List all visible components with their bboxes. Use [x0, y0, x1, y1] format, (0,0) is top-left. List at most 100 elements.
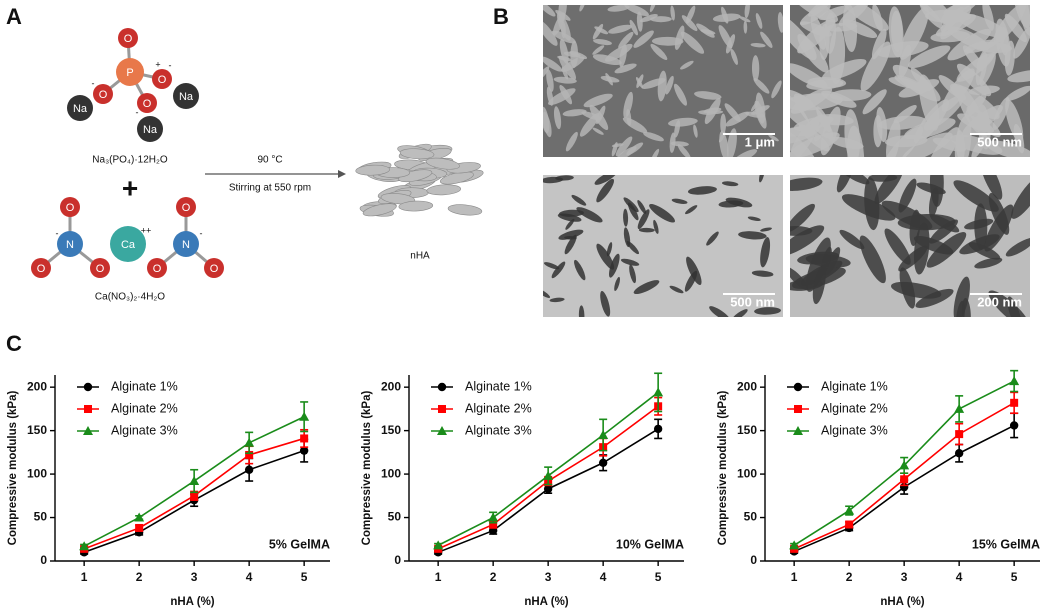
y-tick-label: 0 [40, 553, 47, 567]
y-axis-label: Compressive modulus (kPa) [361, 391, 373, 546]
x-tick-label: 2 [846, 570, 853, 584]
charge-label: - [200, 228, 203, 238]
particle [543, 111, 552, 138]
micrograph: 1 μm [543, 5, 783, 157]
particle [674, 120, 681, 138]
particle [898, 178, 917, 213]
particle [959, 234, 1000, 255]
marker [543, 484, 553, 494]
x-axis-label: nHA (%) [880, 596, 924, 608]
particle [553, 106, 562, 130]
particle [693, 124, 698, 138]
particle [953, 180, 999, 212]
nanorod [399, 148, 435, 160]
atom [204, 258, 224, 278]
charge-label: ++ [141, 225, 152, 235]
x-tick-label: 1 [435, 570, 442, 584]
plus-sign: + [122, 172, 138, 203]
particle [1005, 99, 1024, 143]
marker [653, 424, 663, 434]
x-tick-label: 1 [791, 570, 798, 584]
atom-label: N [182, 239, 190, 251]
particle [881, 200, 933, 230]
particle [650, 16, 672, 23]
atom [90, 258, 110, 278]
particle [650, 43, 668, 61]
atom-label: O [153, 263, 162, 275]
particle [916, 182, 946, 195]
particle [552, 12, 566, 36]
marker [653, 387, 664, 397]
marker [793, 426, 803, 435]
particle [841, 5, 889, 31]
particle [751, 55, 760, 82]
particle [680, 31, 705, 54]
particle [964, 93, 987, 118]
particle [700, 29, 716, 35]
nanorod [362, 203, 397, 217]
particle [731, 309, 748, 317]
particle [605, 72, 613, 86]
particle [712, 13, 741, 22]
x-tick-label: 3 [545, 570, 552, 584]
atom [173, 231, 199, 257]
charge-label: - [169, 60, 172, 70]
particle [553, 76, 577, 84]
particle [1013, 27, 1030, 59]
particle [637, 209, 650, 230]
particle [593, 39, 612, 46]
x-tick-label: 4 [246, 570, 253, 584]
particle [721, 181, 739, 187]
y-tick-label: 150 [381, 423, 401, 437]
particle [979, 52, 996, 87]
particle [790, 128, 817, 157]
particle [623, 208, 629, 227]
particle [592, 45, 605, 55]
nanorod [398, 200, 434, 212]
particle [753, 77, 770, 94]
particle [747, 216, 761, 222]
particle [754, 307, 781, 315]
particle [950, 134, 1003, 155]
particle [805, 254, 851, 268]
marker [300, 434, 309, 443]
marker [189, 476, 200, 486]
y-tick-label: 200 [381, 379, 401, 393]
particle [546, 69, 554, 92]
particle [864, 177, 880, 231]
product-label: nHA [410, 251, 430, 262]
x-tick-label: 2 [136, 570, 143, 584]
particle [694, 91, 722, 100]
particle [637, 200, 647, 214]
particle [709, 306, 731, 317]
particle [649, 5, 657, 13]
annotation: 10% GelMA [616, 537, 684, 551]
particle [844, 109, 861, 157]
particle [732, 149, 758, 157]
particle [799, 5, 831, 26]
particle [614, 63, 637, 74]
marker [190, 491, 199, 500]
legend-label: Alginate 1% [821, 379, 888, 393]
particle [888, 6, 904, 58]
particles [790, 175, 1030, 317]
nanorod [355, 164, 390, 176]
particle [596, 178, 615, 203]
marker [79, 541, 90, 551]
particle [790, 203, 815, 233]
particle [558, 55, 577, 80]
charge-label: - [56, 228, 59, 238]
particle [790, 226, 813, 236]
y-tick-label: 100 [381, 466, 401, 480]
particle [551, 261, 566, 279]
x-tick-label: 4 [956, 570, 963, 584]
particle [670, 5, 675, 21]
particle [606, 242, 613, 257]
particle [611, 143, 624, 148]
marker [83, 426, 93, 435]
particle [818, 5, 849, 21]
x-tick-label: 4 [600, 570, 607, 584]
x-tick-label: 5 [301, 570, 308, 584]
particle [557, 213, 582, 222]
series [79, 401, 310, 551]
